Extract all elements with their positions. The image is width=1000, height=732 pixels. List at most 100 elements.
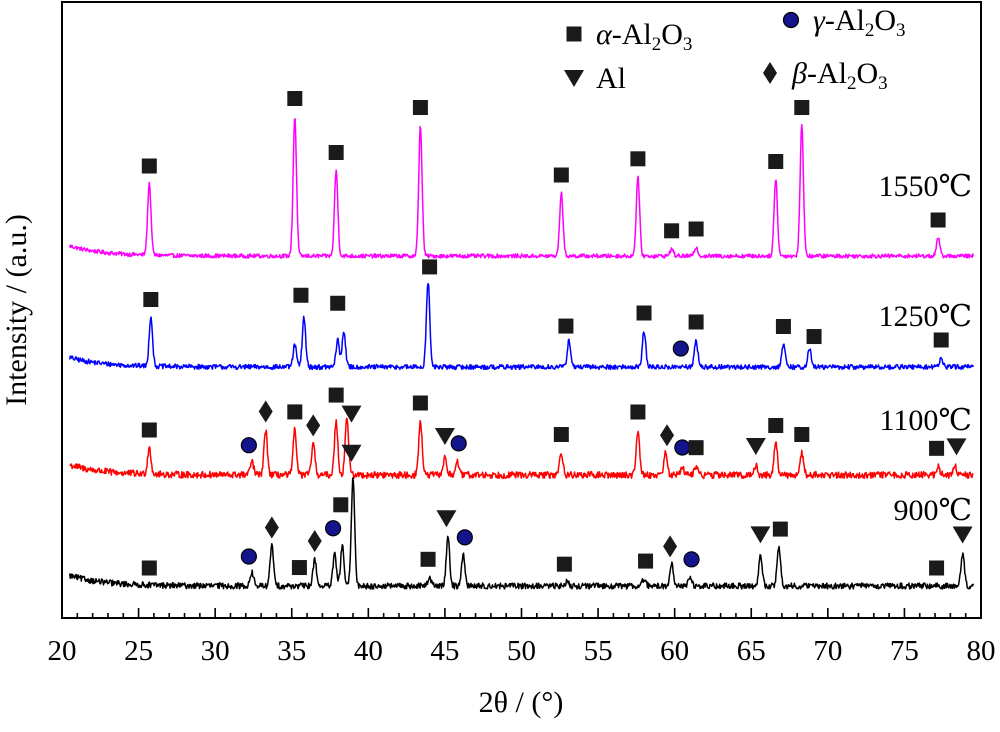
x-tick-label: 55 [584, 635, 613, 667]
phase-marker-square [333, 497, 349, 513]
legend-label-part: γ [813, 4, 826, 37]
marker-layer [141, 91, 973, 576]
phase-marker-diamond [264, 516, 279, 539]
x-tick-label: 40 [354, 635, 383, 667]
legend-label-part: O [661, 18, 683, 51]
y-axis-title: Intensity / (a.u.) [0, 214, 33, 406]
phase-marker-triangle [946, 438, 967, 456]
phase-marker-square [553, 167, 569, 183]
phase-marker-square [775, 318, 791, 334]
phase-marker-triangle [436, 510, 457, 528]
phase-marker-square [929, 560, 945, 576]
phase-marker-square [141, 560, 157, 576]
legend-label-part: O [856, 57, 878, 90]
phase-marker-square [772, 521, 788, 537]
series-line-0 [68, 118, 975, 259]
x-tick-label: 65 [737, 635, 766, 667]
phase-marker-diamond [660, 424, 675, 447]
phase-marker-square [556, 556, 572, 572]
phase-marker-square [420, 551, 436, 567]
phase-marker-square [768, 153, 784, 169]
phase-marker-square [143, 292, 159, 307]
x-axis-ticks: 20 25 30 35 40 45 50 55 60 65 70 75 80 [48, 608, 996, 667]
phase-marker-square [328, 145, 344, 160]
plot-frame [61, 1, 982, 619]
phase-marker-triangle [341, 405, 362, 423]
legend-label-part: O [874, 4, 896, 37]
x-tick-label: 75 [890, 635, 919, 667]
phase-marker-square [768, 417, 784, 433]
legend-label-part: 2 [865, 20, 875, 41]
phase-marker-square [553, 427, 569, 442]
phase-marker-square [930, 212, 946, 228]
phase-marker-square [806, 329, 822, 345]
phase-marker-triangle [434, 428, 455, 446]
phase-marker-square [141, 422, 157, 438]
phase-marker-square [688, 314, 704, 330]
phase-marker-square [630, 404, 646, 420]
legend-label: Al [596, 62, 626, 95]
series-line-3 [68, 477, 975, 590]
phase-marker-square [422, 259, 438, 275]
phase-marker-triangle [952, 526, 973, 544]
legend-label: γ-Al2O3 [813, 4, 906, 41]
phase-marker-square [638, 553, 654, 569]
x-axis-title: 2θ / (°) [479, 686, 564, 719]
phase-marker-diamond [307, 529, 322, 552]
phase-marker-diamond [663, 535, 678, 558]
phase-marker-square [664, 223, 680, 239]
phase-marker-square [636, 305, 652, 321]
legend-square-icon [566, 26, 582, 42]
phase-marker-square [287, 404, 303, 420]
temperature-labels: 1550℃ 1250℃ 1100℃ 900℃ [878, 170, 972, 527]
phase-marker-square [794, 99, 810, 115]
series-layer [68, 118, 975, 590]
phase-marker-circle [450, 435, 467, 452]
series-label: 1100℃ [880, 404, 972, 437]
legend-diamond-icon [763, 62, 777, 84]
phase-marker-square [330, 295, 346, 311]
phase-marker-square [688, 440, 704, 456]
legend-label-part: Al [596, 62, 626, 95]
phase-marker-triangle [341, 444, 362, 462]
legend-label-part: 2 [847, 73, 857, 94]
legend-label-part: 2 [652, 34, 662, 55]
phase-marker-circle [683, 551, 700, 568]
phase-marker-circle [240, 548, 257, 565]
legend-label-part: -Al [825, 4, 865, 37]
phase-marker-circle [240, 437, 257, 454]
phase-marker-square [412, 100, 428, 115]
phase-marker-square [929, 440, 945, 456]
phase-marker-square [688, 221, 704, 237]
phase-marker-circle [672, 340, 689, 357]
phase-marker-circle [325, 520, 342, 537]
series-line-2 [69, 417, 974, 480]
phase-marker-square [933, 332, 949, 348]
phase-marker-diamond [306, 414, 321, 437]
phase-marker-triangle [745, 437, 766, 455]
phase-marker-square [291, 560, 307, 576]
legend-label-part: 3 [896, 20, 906, 41]
phase-marker-square [630, 151, 646, 167]
series-line-1 [68, 282, 974, 371]
x-tick-label: 45 [430, 635, 459, 667]
phase-marker-square [287, 91, 303, 106]
legend-label-part: 3 [878, 73, 888, 94]
x-tick-label: 25 [124, 635, 153, 667]
series-label: 1250℃ [878, 300, 972, 333]
legend-circle-icon [782, 11, 800, 29]
legend-label-part: -Al [612, 18, 652, 51]
x-tick-label: 70 [813, 635, 842, 667]
x-tick-label: 50 [507, 635, 536, 667]
phase-marker-square [794, 426, 810, 442]
legend-label-part: β [791, 57, 807, 90]
x-tick-label: 30 [201, 635, 230, 667]
phase-marker-square [141, 158, 157, 174]
x-tick-label: 80 [967, 635, 996, 667]
phase-marker-diamond [258, 400, 273, 423]
series-label: 1550℃ [878, 170, 972, 203]
legend-label: α-Al2O3 [596, 18, 692, 55]
legend-label: β-Al2O3 [791, 57, 888, 94]
